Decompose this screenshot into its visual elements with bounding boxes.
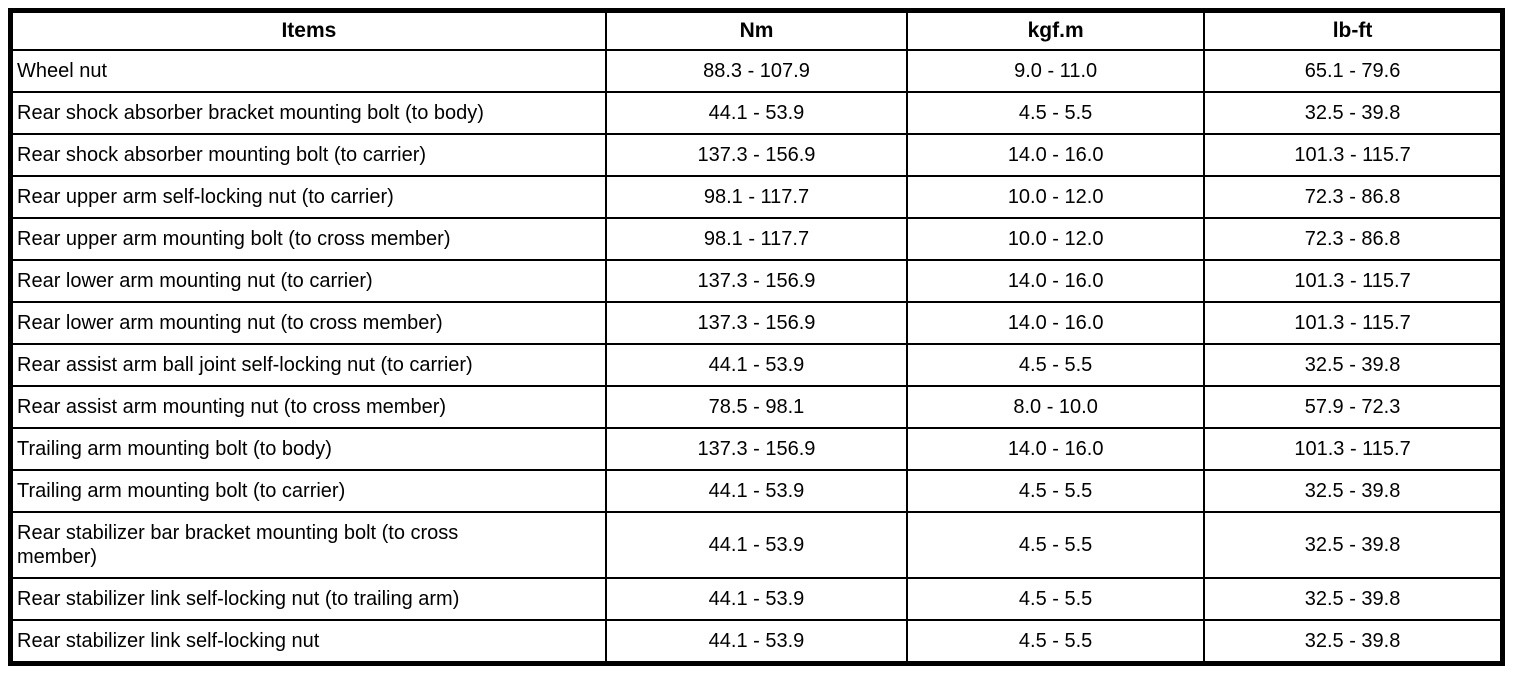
- value-cell: 44.1 - 53.9: [604, 577, 909, 621]
- value-cell: 101.3 - 115.7: [1203, 133, 1504, 177]
- table-row: Rear stabilizer bar bracket mounting bol…: [9, 511, 1504, 579]
- col-header-items: Items: [9, 9, 607, 51]
- value-cell: 32.5 - 39.8: [1203, 619, 1504, 665]
- value-cell: 101.3 - 115.7: [1203, 427, 1504, 471]
- value-cell: 14.0 - 16.0: [906, 133, 1206, 177]
- item-cell: Rear stabilizer link self-locking nut: [9, 619, 607, 665]
- value-cell: 32.5 - 39.8: [1203, 511, 1504, 579]
- item-cell: Rear lower arm mounting nut (to cross me…: [9, 301, 607, 345]
- value-cell: 101.3 - 115.7: [1203, 301, 1504, 345]
- value-cell: 78.5 - 98.1: [604, 385, 909, 429]
- value-cell: 8.0 - 10.0: [906, 385, 1206, 429]
- value-cell: 137.3 - 156.9: [604, 259, 909, 303]
- item-cell: Trailing arm mounting bolt (to carrier): [9, 469, 607, 513]
- table-body: Wheel nut 88.3 - 107.9 9.0 - 11.0 65.1 - 79…: [9, 49, 1504, 665]
- value-cell: 44.1 - 53.9: [604, 619, 909, 665]
- value-cell: 10.0 - 12.0: [906, 217, 1206, 261]
- header-row: Items Nm kgf.m lb-ft: [9, 9, 1504, 51]
- value-cell: 4.5 - 5.5: [906, 511, 1206, 579]
- table-row: Rear shock absorber bracket mounting bol…: [9, 91, 1504, 135]
- item-cell: Rear upper arm mounting bolt (to cross m…: [9, 217, 607, 261]
- value-cell: 4.5 - 5.5: [906, 619, 1206, 665]
- col-header-nm: Nm: [604, 9, 909, 51]
- value-cell: 4.5 - 5.5: [906, 343, 1206, 387]
- table-row: Rear lower arm mounting nut (to carrier)…: [9, 259, 1504, 303]
- value-cell: 65.1 - 79.6: [1203, 49, 1504, 93]
- item-cell: Rear assist arm mounting nut (to cross m…: [9, 385, 607, 429]
- value-cell: 9.0 - 11.0: [906, 49, 1206, 93]
- table-row: Rear stabilizer link self-locking nut 44.…: [9, 619, 1504, 665]
- value-cell: 44.1 - 53.9: [604, 511, 909, 579]
- value-cell: 88.3 - 107.9: [604, 49, 909, 93]
- value-cell: 32.5 - 39.8: [1203, 91, 1504, 135]
- torque-spec-table: Items Nm kgf.m lb-ft Wheel nut 88.3 - 107…: [8, 8, 1505, 666]
- value-cell: 72.3 - 86.8: [1203, 175, 1504, 219]
- value-cell: 4.5 - 5.5: [906, 469, 1206, 513]
- table-row: Rear assist arm mounting nut (to cross m…: [9, 385, 1504, 429]
- value-cell: 137.3 - 156.9: [604, 133, 909, 177]
- table-row: Rear shock absorber mounting bolt (to ca…: [9, 133, 1504, 177]
- value-cell: 10.0 - 12.0: [906, 175, 1206, 219]
- value-cell: 72.3 - 86.8: [1203, 217, 1504, 261]
- value-cell: 14.0 - 16.0: [906, 301, 1206, 345]
- value-cell: 4.5 - 5.5: [906, 91, 1206, 135]
- document-page: Items Nm kgf.m lb-ft Wheel nut 88.3 - 107…: [8, 8, 1505, 666]
- table-row: Rear assist arm ball joint self-locking …: [9, 343, 1504, 387]
- value-cell: 32.5 - 39.8: [1203, 469, 1504, 513]
- table-row: Rear upper arm mounting bolt (to cross m…: [9, 217, 1504, 261]
- table-row: Rear upper arm self-locking nut (to carr…: [9, 175, 1504, 219]
- value-cell: 44.1 - 53.9: [604, 469, 909, 513]
- item-cell: Rear shock absorber bracket mounting bol…: [9, 91, 607, 135]
- item-cell: Rear lower arm mounting nut (to carrier): [9, 259, 607, 303]
- value-cell: 98.1 - 117.7: [604, 175, 909, 219]
- item-cell: Wheel nut: [9, 49, 607, 93]
- value-cell: 44.1 - 53.9: [604, 91, 909, 135]
- value-cell: 101.3 - 115.7: [1203, 259, 1504, 303]
- value-cell: 32.5 - 39.8: [1203, 343, 1504, 387]
- item-cell: Rear stabilizer bar bracket mounting bol…: [9, 511, 607, 579]
- value-cell: 4.5 - 5.5: [906, 577, 1206, 621]
- value-cell: 44.1 - 53.9: [604, 343, 909, 387]
- value-cell: 32.5 - 39.8: [1203, 577, 1504, 621]
- col-header-kgfm: kgf.m: [906, 9, 1206, 51]
- item-cell: Rear upper arm self-locking nut (to carr…: [9, 175, 607, 219]
- item-cell: Rear shock absorber mounting bolt (to ca…: [9, 133, 607, 177]
- table-row: Trailing arm mounting bolt (to carrier) 4…: [9, 469, 1504, 513]
- table-row: Rear lower arm mounting nut (to cross me…: [9, 301, 1504, 345]
- value-cell: 137.3 - 156.9: [604, 427, 909, 471]
- table-row: Trailing arm mounting bolt (to body) 137.…: [9, 427, 1504, 471]
- col-header-lbft: lb-ft: [1203, 9, 1504, 51]
- item-cell: Trailing arm mounting bolt (to body): [9, 427, 607, 471]
- value-cell: 14.0 - 16.0: [906, 427, 1206, 471]
- value-cell: 98.1 - 117.7: [604, 217, 909, 261]
- value-cell: 14.0 - 16.0: [906, 259, 1206, 303]
- value-cell: 137.3 - 156.9: [604, 301, 909, 345]
- value-cell: 57.9 - 72.3: [1203, 385, 1504, 429]
- item-cell: Rear assist arm ball joint self-locking …: [9, 343, 607, 387]
- table-row: Rear stabilizer link self-locking nut (t…: [9, 577, 1504, 621]
- item-cell: Rear stabilizer link self-locking nut (t…: [9, 577, 607, 621]
- table-row: Wheel nut 88.3 - 107.9 9.0 - 11.0 65.1 - 79…: [9, 49, 1504, 93]
